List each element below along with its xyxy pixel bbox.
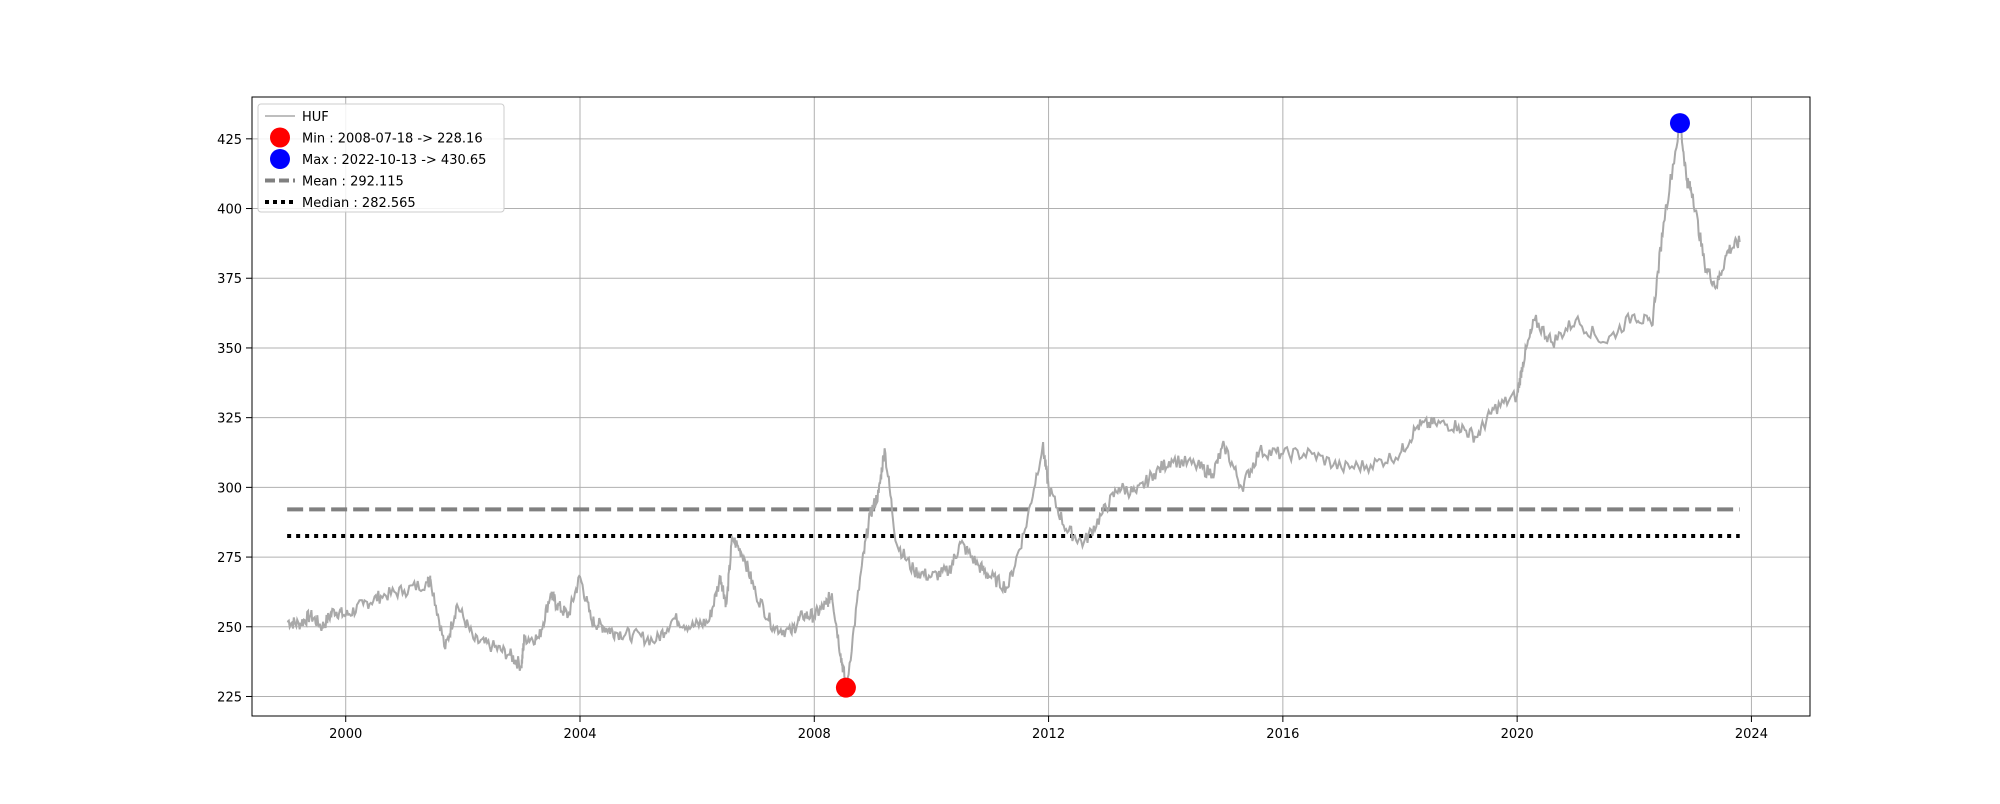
x-tick-label: 2016 bbox=[1266, 727, 1299, 742]
series-line-huf bbox=[286, 121, 1741, 688]
reference-lines bbox=[287, 507, 1740, 538]
y-tick-label: 275 bbox=[217, 551, 242, 566]
y-tick-label: 325 bbox=[217, 412, 242, 427]
y-tick-label: 225 bbox=[217, 690, 242, 705]
x-tick-label: 2008 bbox=[798, 727, 831, 742]
x-axis-ticks: 2000 2004 2008 2012 2016 2020 2024 bbox=[329, 716, 1768, 742]
x-tick-label: 2024 bbox=[1735, 727, 1768, 742]
legend-label: Median : 282.565 bbox=[302, 196, 416, 211]
y-tick-label: 250 bbox=[217, 621, 242, 636]
plot-frame bbox=[251, 96, 1811, 717]
y-tick-label: 350 bbox=[217, 342, 242, 357]
legend-label: Min : 2008-07-18 -> 228.16 bbox=[302, 132, 483, 147]
legend: HUF Min : 2008-07-18 -> 228.16 Max : 2022-… bbox=[257, 103, 505, 213]
legend-label: HUF bbox=[302, 110, 329, 125]
y-tick-label: 375 bbox=[217, 272, 242, 287]
y-tick-label: 300 bbox=[217, 481, 242, 496]
y-axis-ticks: 225 250 275 300 325 350 375 400 425 bbox=[217, 133, 252, 705]
series-lines bbox=[286, 121, 1741, 688]
legend-swatch-marker bbox=[270, 149, 290, 169]
legend-swatch-marker bbox=[270, 127, 290, 148]
x-tick-label: 2012 bbox=[1032, 727, 1065, 742]
legend-label: Mean : 292.115 bbox=[302, 175, 404, 190]
max-marker bbox=[1669, 113, 1690, 134]
x-tick-label: 2000 bbox=[329, 727, 362, 742]
x-tick-label: 2020 bbox=[1501, 727, 1534, 742]
min-marker bbox=[835, 677, 856, 698]
grid bbox=[252, 97, 1810, 716]
y-tick-label: 400 bbox=[217, 203, 242, 218]
x-tick-label: 2004 bbox=[563, 727, 596, 742]
extreme-markers bbox=[835, 113, 1690, 698]
legend-label: Max : 2022-10-13 -> 430.65 bbox=[302, 153, 486, 168]
legend-box bbox=[257, 103, 505, 213]
y-tick-label: 425 bbox=[217, 133, 242, 148]
